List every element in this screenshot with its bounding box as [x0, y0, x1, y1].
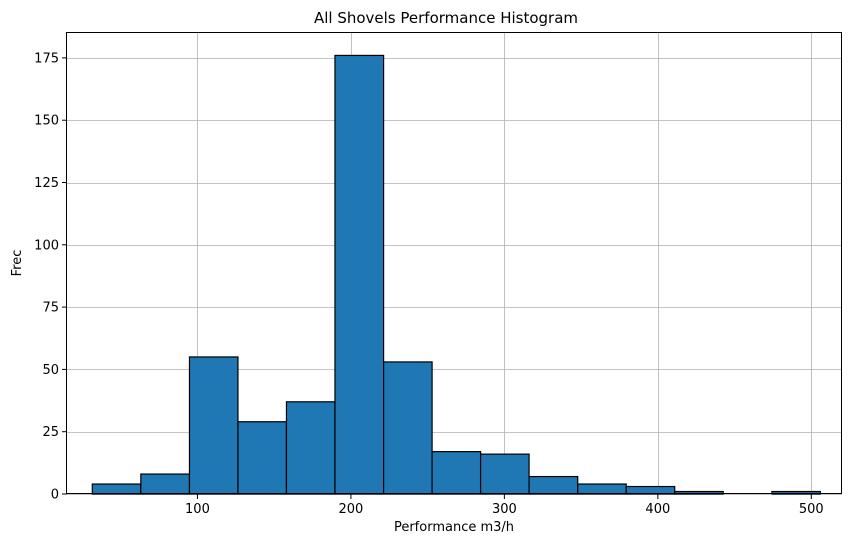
- x-tick-label: 500: [799, 502, 824, 517]
- y-axis-label: Frec: [10, 250, 25, 277]
- histogram-bar: [431, 451, 482, 495]
- x-tick-label: 200: [338, 502, 363, 517]
- histogram-bar: [625, 485, 676, 495]
- y-tick-label: 50: [42, 363, 59, 378]
- histogram-bar: [188, 356, 239, 495]
- x-tick-label: 300: [492, 502, 517, 517]
- histogram-bar: [91, 483, 142, 495]
- y-tick-label: 150: [34, 114, 59, 129]
- histogram-bar: [237, 421, 288, 495]
- histogram-bar: [140, 473, 191, 495]
- histogram-bar: [285, 401, 336, 495]
- x-tick-label: 400: [645, 502, 670, 517]
- x-axis-ticks: 100 200 300 400 500: [185, 494, 824, 517]
- chart-title: All Shovels Performance Histogram: [314, 9, 578, 27]
- y-tick-label: 175: [34, 51, 59, 66]
- y-tick-label: 0: [51, 488, 59, 503]
- histogram-bar: [577, 483, 627, 495]
- y-tick-label: 100: [34, 238, 59, 253]
- histogram-bar: [382, 361, 433, 495]
- y-tick-label: 75: [42, 301, 59, 316]
- histogram-bar: [334, 54, 385, 495]
- x-axis-label: Performance m3/h: [394, 520, 514, 535]
- histogram-bar: [528, 475, 579, 495]
- y-tick-label: 25: [42, 425, 59, 440]
- y-axis-ticks: 0 25 50 75 100 125 150 175: [34, 51, 67, 503]
- y-tick-label: 125: [34, 176, 59, 191]
- histogram-bar: [479, 453, 530, 495]
- plot-frame: [66, 32, 842, 494]
- x-tick-label: 100: [185, 502, 210, 517]
